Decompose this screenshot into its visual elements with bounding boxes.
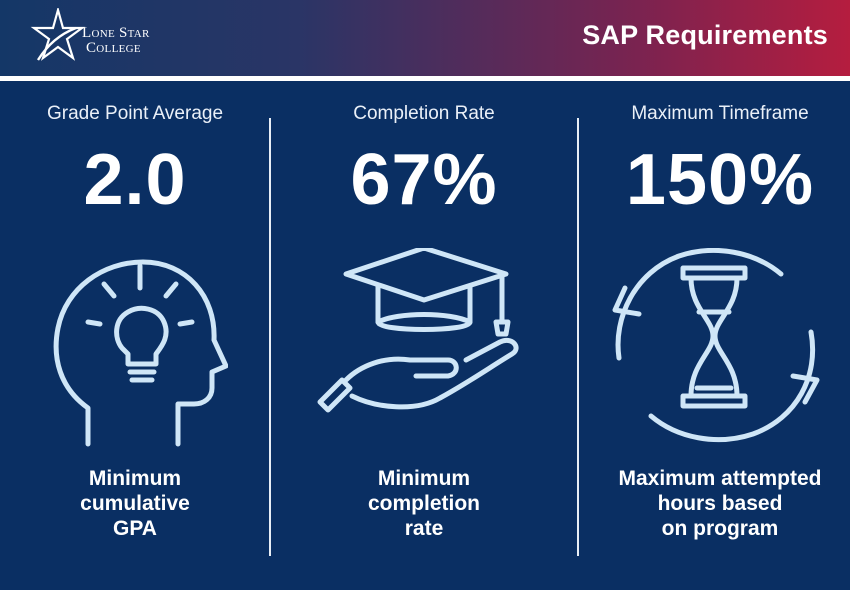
gpa-value: 2.0 xyxy=(83,140,187,220)
timeframe-label: Maximum Timeframe xyxy=(631,103,809,124)
gpa-caption-line-2: cumulative xyxy=(80,492,190,515)
completion-caption-line-3: rate xyxy=(404,517,444,540)
header-divider xyxy=(0,76,850,81)
gpa-caption-line-3: GPA xyxy=(113,517,157,540)
completion-caption-line-1: Minimum xyxy=(377,467,471,490)
page-title: SAP Requirements xyxy=(582,20,828,50)
completion-caption-line-2: completion xyxy=(367,492,480,515)
completion-label: Completion Rate xyxy=(353,103,495,124)
timeframe-caption-line-3: on program xyxy=(661,517,779,540)
logo-line-1: Lone Star xyxy=(82,25,150,41)
header-banner xyxy=(0,0,850,76)
gpa-caption: Minimum cumulative GPA xyxy=(0,466,270,541)
logo-line-2: College xyxy=(86,40,141,56)
gpa-column: Grade Point Average 2.0 xyxy=(0,100,270,220)
head-lightbulb-icon xyxy=(48,248,229,453)
star-icon xyxy=(30,8,86,61)
completion-value: 67% xyxy=(350,140,498,220)
column-divider-2 xyxy=(577,118,579,556)
column-divider-1 xyxy=(269,118,271,556)
hourglass-cycle-icon xyxy=(605,248,829,449)
lone-star-college-logo: Lone Star College xyxy=(30,8,190,70)
timeframe-column: Maximum Timeframe 150% xyxy=(585,100,850,220)
completion-caption: Minimum completion rate xyxy=(289,466,559,541)
gpa-caption-line-1: Minimum xyxy=(88,467,182,490)
completion-column: Completion Rate 67% xyxy=(289,100,559,220)
timeframe-caption: Maximum attempted hours based on program xyxy=(585,466,850,541)
timeframe-value: 150% xyxy=(625,140,815,220)
gpa-label: Grade Point Average xyxy=(46,103,224,124)
timeframe-caption-line-2: hours based xyxy=(657,492,783,515)
timeframe-caption-line-1: Maximum attempted xyxy=(618,467,822,490)
graduation-cap-hand-icon xyxy=(316,245,536,443)
